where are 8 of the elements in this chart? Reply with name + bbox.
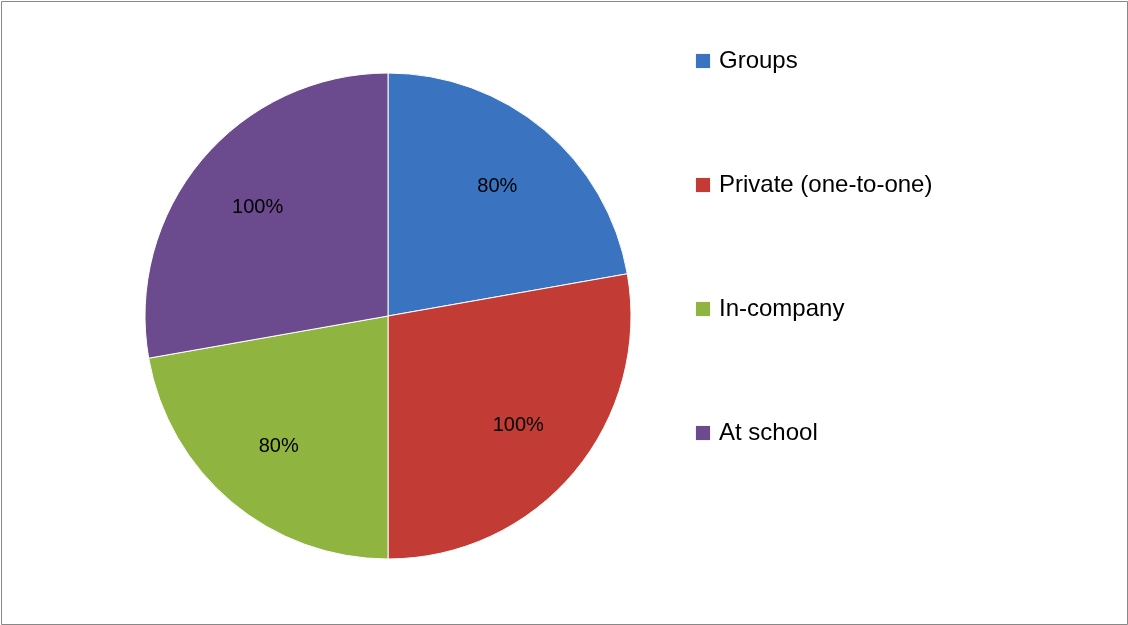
legend-label: Groups	[719, 46, 798, 73]
data-label: 80%	[477, 173, 518, 196]
data-label: 80%	[258, 434, 299, 457]
legend-label: In-company	[719, 294, 845, 321]
data-label: 100%	[492, 413, 545, 436]
legend-label: Private (one-to-one)	[719, 170, 933, 197]
data-label: 100%	[232, 194, 284, 217]
legend-label: At school	[719, 418, 818, 445]
